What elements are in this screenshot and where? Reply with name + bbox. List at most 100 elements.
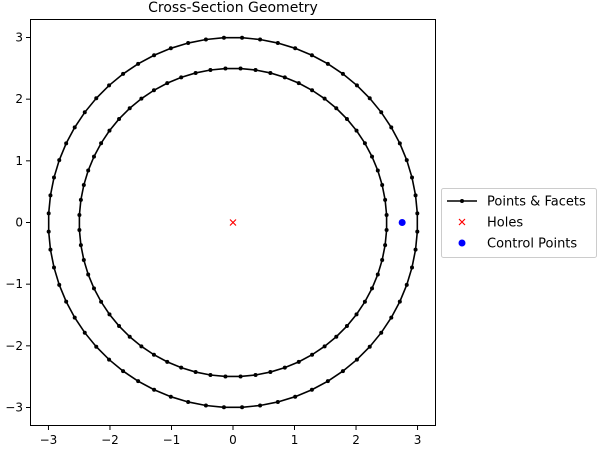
chart-title: Cross-Section Geometry xyxy=(148,0,318,16)
ring-point xyxy=(240,405,245,410)
legend-box xyxy=(441,188,597,258)
ring-point xyxy=(179,75,184,80)
ring-point xyxy=(72,125,77,130)
ring-point xyxy=(253,373,258,377)
ring-point xyxy=(127,106,132,111)
ring-point xyxy=(362,141,367,146)
ring-point xyxy=(221,35,226,40)
legend-item-control-points: Control Points xyxy=(458,237,577,252)
legend-label-holes: Holes xyxy=(487,216,523,231)
ring-point xyxy=(223,66,228,71)
x-axis: −3 −2 −1 0 1 2 3 xyxy=(40,426,421,447)
ring-point xyxy=(415,229,420,234)
ring-point xyxy=(258,37,263,42)
ring-point xyxy=(383,243,388,248)
ring-point xyxy=(152,53,157,58)
ring-point xyxy=(48,247,53,252)
ring-point xyxy=(193,70,198,75)
ring-point xyxy=(81,257,86,262)
legend: Points & Facets Holes Control Points xyxy=(441,188,597,258)
ring-point xyxy=(362,299,367,304)
ring-point xyxy=(410,175,415,180)
ring-point xyxy=(82,110,87,115)
hole-marker xyxy=(229,219,237,226)
ring-point xyxy=(253,68,258,72)
ring-point xyxy=(293,46,298,51)
y-tick-label: −2 xyxy=(5,339,23,353)
legend-item-points-facets: Points & Facets xyxy=(447,195,586,210)
ring-point xyxy=(81,183,86,188)
ring-point xyxy=(168,394,173,399)
ring-point xyxy=(64,299,69,304)
ring-point xyxy=(309,53,314,58)
ring-point xyxy=(240,35,245,40)
x-tick-label: −1 xyxy=(163,433,181,447)
ring-point xyxy=(78,243,83,248)
ring-point xyxy=(354,312,359,317)
ring-point xyxy=(117,324,122,329)
ring-point xyxy=(94,344,99,349)
ring-point xyxy=(151,88,156,93)
ring-point xyxy=(258,403,263,408)
legend-point-swatch xyxy=(460,199,464,203)
x-tick-label: 0 xyxy=(229,433,237,447)
ring-0 xyxy=(46,35,420,410)
ring-point xyxy=(296,359,301,364)
ring-point xyxy=(168,46,173,51)
ring-point xyxy=(344,324,349,329)
legend-dot-swatch xyxy=(458,239,466,247)
ring-point xyxy=(127,334,132,339)
ring-point xyxy=(203,403,208,408)
ring-point xyxy=(238,66,243,71)
ring-point xyxy=(139,96,144,101)
ring-point xyxy=(310,352,315,357)
y-tick-label: −1 xyxy=(5,277,23,291)
ring-point xyxy=(238,374,243,379)
ring-point xyxy=(186,399,191,404)
ring-point xyxy=(309,387,314,392)
ring-point xyxy=(64,141,69,146)
y-axis: −3 −2 −1 0 1 2 3 xyxy=(5,31,30,415)
ring-point xyxy=(91,154,96,159)
ring-point xyxy=(415,211,420,216)
ring-point xyxy=(223,374,228,379)
ring-point xyxy=(165,81,170,86)
ring-point xyxy=(380,257,385,262)
legend-label-control-points: Control Points xyxy=(487,237,577,252)
markers-layer xyxy=(229,219,406,226)
ring-point xyxy=(410,265,415,270)
ring-point xyxy=(397,141,402,146)
ring-point xyxy=(82,330,87,335)
rings-layer xyxy=(46,35,420,410)
ring-point xyxy=(99,299,104,304)
ring-point xyxy=(86,272,91,277)
ring-point xyxy=(107,357,112,362)
ring-point xyxy=(375,272,380,277)
ring-point xyxy=(121,71,126,76)
ring-point xyxy=(51,265,56,270)
ring-point xyxy=(275,399,280,404)
ring-point xyxy=(293,394,298,399)
ring-point xyxy=(384,228,389,233)
ring-point xyxy=(344,116,349,121)
ring-point xyxy=(296,81,301,86)
ring-point xyxy=(121,369,126,374)
plot-frame xyxy=(30,19,436,426)
ring-point xyxy=(117,116,122,121)
ring-point xyxy=(354,83,359,88)
ring-point xyxy=(46,229,51,234)
ring-point xyxy=(325,61,330,66)
ring-point xyxy=(107,83,112,88)
ring-point xyxy=(51,175,56,180)
ring-point xyxy=(397,299,402,304)
ring-point xyxy=(221,405,226,410)
ring-point xyxy=(379,330,384,335)
ring-point xyxy=(322,344,327,349)
ring-point xyxy=(208,68,213,72)
ring-point xyxy=(139,344,144,349)
ring-point xyxy=(57,158,62,163)
x-tick-label: −3 xyxy=(40,433,58,447)
ring-point xyxy=(77,228,82,233)
ring-point xyxy=(384,212,389,217)
ring-point xyxy=(354,128,359,133)
